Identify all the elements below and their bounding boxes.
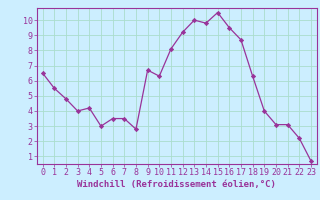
X-axis label: Windchill (Refroidissement éolien,°C): Windchill (Refroidissement éolien,°C) — [77, 180, 276, 189]
